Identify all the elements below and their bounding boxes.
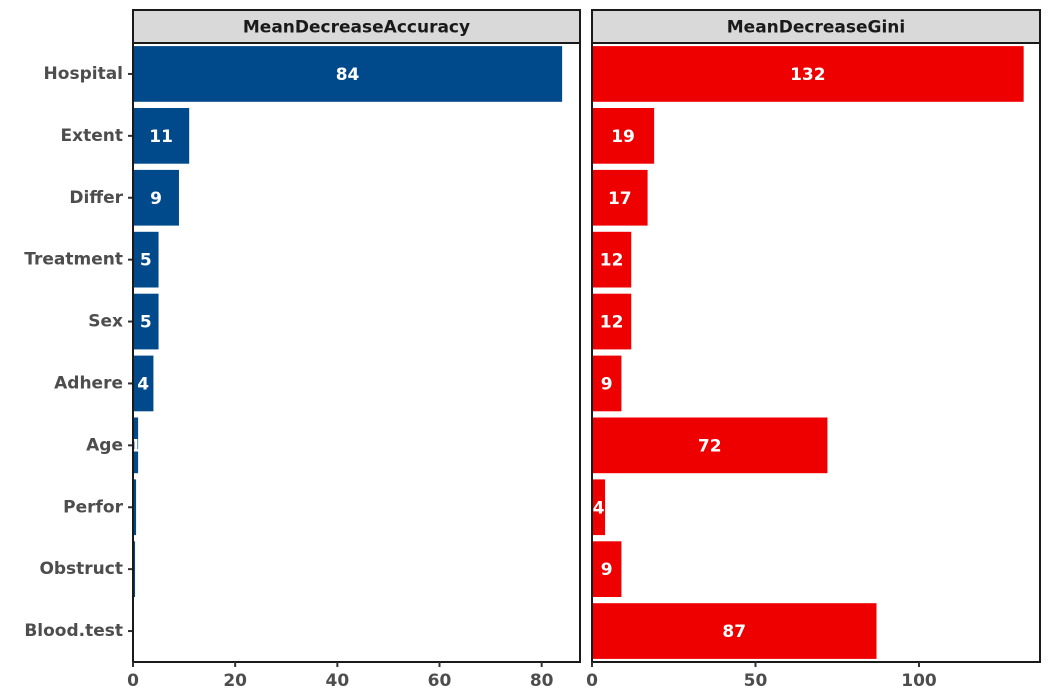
- bar-meandecreaseaccuracy-sex: [133, 293, 159, 350]
- bar-label-meandecreasegini-perfor: 4: [593, 498, 605, 518]
- bar-meandecreaseaccuracy-hospital: [133, 46, 563, 102]
- bar-meandecreasegini-blood-test: [592, 603, 877, 659]
- panel-border-meandecreaseaccuracy: [132, 42, 581, 663]
- bar-meandecreaseaccuracy-obstruct: [133, 541, 136, 598]
- category-label-extent: Extent: [61, 126, 123, 146]
- category-label-obstruct: Obstruct: [39, 559, 123, 579]
- bar-label-meandecreaseaccuracy-adhere: 4: [137, 374, 149, 394]
- bar-meandecreasegini-adhere: [592, 355, 622, 412]
- bar-meandecreaseaccuracy-treatment: [133, 231, 159, 288]
- x-tick-label-meandecreaseaccuracy: 60: [428, 671, 452, 691]
- bar-meandecreasegini-perfor: [592, 479, 606, 536]
- panel-border-meandecreasegini: [591, 42, 1041, 663]
- facet-strip-meandecreaseaccuracy: [132, 9, 581, 44]
- facet-strip-meandecreasegini: [591, 9, 1041, 44]
- bar-meandecreaseaccuracy-age: [133, 417, 139, 474]
- bar-label-meandecreasegini-hospital: 132: [790, 65, 826, 85]
- bar-meandecreasegini-age: [592, 417, 828, 474]
- bar-label-meandecreaseaccuracy-sex: 5: [140, 313, 152, 333]
- bar-label-meandecreaseaccuracy-differ: 9: [150, 189, 162, 209]
- x-tick-label-meandecreasegini: 0: [586, 671, 598, 691]
- category-label-differ: Differ: [69, 188, 123, 208]
- bar-label-meandecreasegini-differ: 17: [608, 189, 632, 209]
- bar-label-meandecreasegini-treatment: 12: [600, 251, 624, 271]
- bar-meandecreasegini-obstruct: [592, 541, 622, 598]
- category-label-sex: Sex: [88, 312, 123, 332]
- category-label-treatment: Treatment: [24, 250, 123, 270]
- bar-label-meandecreasegini-blood-test: 87: [722, 622, 746, 642]
- category-label-age: Age: [86, 435, 123, 455]
- bar-meandecreaseaccuracy-extent: [133, 107, 190, 164]
- x-tick-label-meandecreaseaccuracy: 40: [326, 671, 350, 691]
- bar-label-meandecreasegini-sex: 12: [600, 313, 624, 333]
- bar-label-meandecreasegini-age: 72: [698, 436, 722, 456]
- bar-label-meandecreasegini-obstruct: 9: [601, 560, 613, 580]
- x-tick-label-meandecreaseaccuracy: 20: [223, 671, 247, 691]
- bar-meandecreasegini-sex: [592, 293, 632, 350]
- bar-label-meandecreasegini-extent: 19: [611, 127, 635, 147]
- category-label-perfor: Perfor: [63, 497, 123, 517]
- bar-label-meandecreasegini-adhere: 9: [601, 374, 613, 394]
- bar-meandecreasegini-hospital: [592, 46, 1024, 102]
- bar-meandecreaseaccuracy-adhere: [133, 355, 154, 412]
- category-label-hospital: Hospital: [44, 64, 123, 84]
- facet-title-meandecreasegini: MeanDecreaseGini: [727, 18, 905, 38]
- bar-meandecreaseaccuracy-perfor: [133, 479, 137, 536]
- facet-title-meandecreaseaccuracy: MeanDecreaseAccuracy: [243, 18, 470, 38]
- bar-meandecreaseaccuracy-differ: [133, 169, 179, 226]
- bar-meandecreasegini-differ: [592, 169, 648, 226]
- bar-meandecreasegini-treatment: [592, 231, 632, 288]
- bar-label-meandecreaseaccuracy-extent: 11: [149, 127, 173, 147]
- category-label-adhere: Adhere: [54, 373, 123, 393]
- x-tick-label-meandecreasegini: 50: [744, 671, 768, 691]
- bar-meandecreasegini-extent: [592, 107, 655, 164]
- bar-label-meandecreaseaccuracy-treatment: 5: [140, 251, 152, 271]
- x-tick-label-meandecreaseaccuracy: 0: [127, 671, 139, 691]
- x-tick-label-meandecreasegini: 100: [901, 671, 937, 691]
- category-label-blood-test: Blood.test: [24, 621, 123, 641]
- bar-label-meandecreaseaccuracy-age: 1: [130, 436, 142, 456]
- x-tick-label-meandecreaseaccuracy: 80: [530, 671, 554, 691]
- bar-label-meandecreaseaccuracy-hospital: 84: [336, 65, 360, 85]
